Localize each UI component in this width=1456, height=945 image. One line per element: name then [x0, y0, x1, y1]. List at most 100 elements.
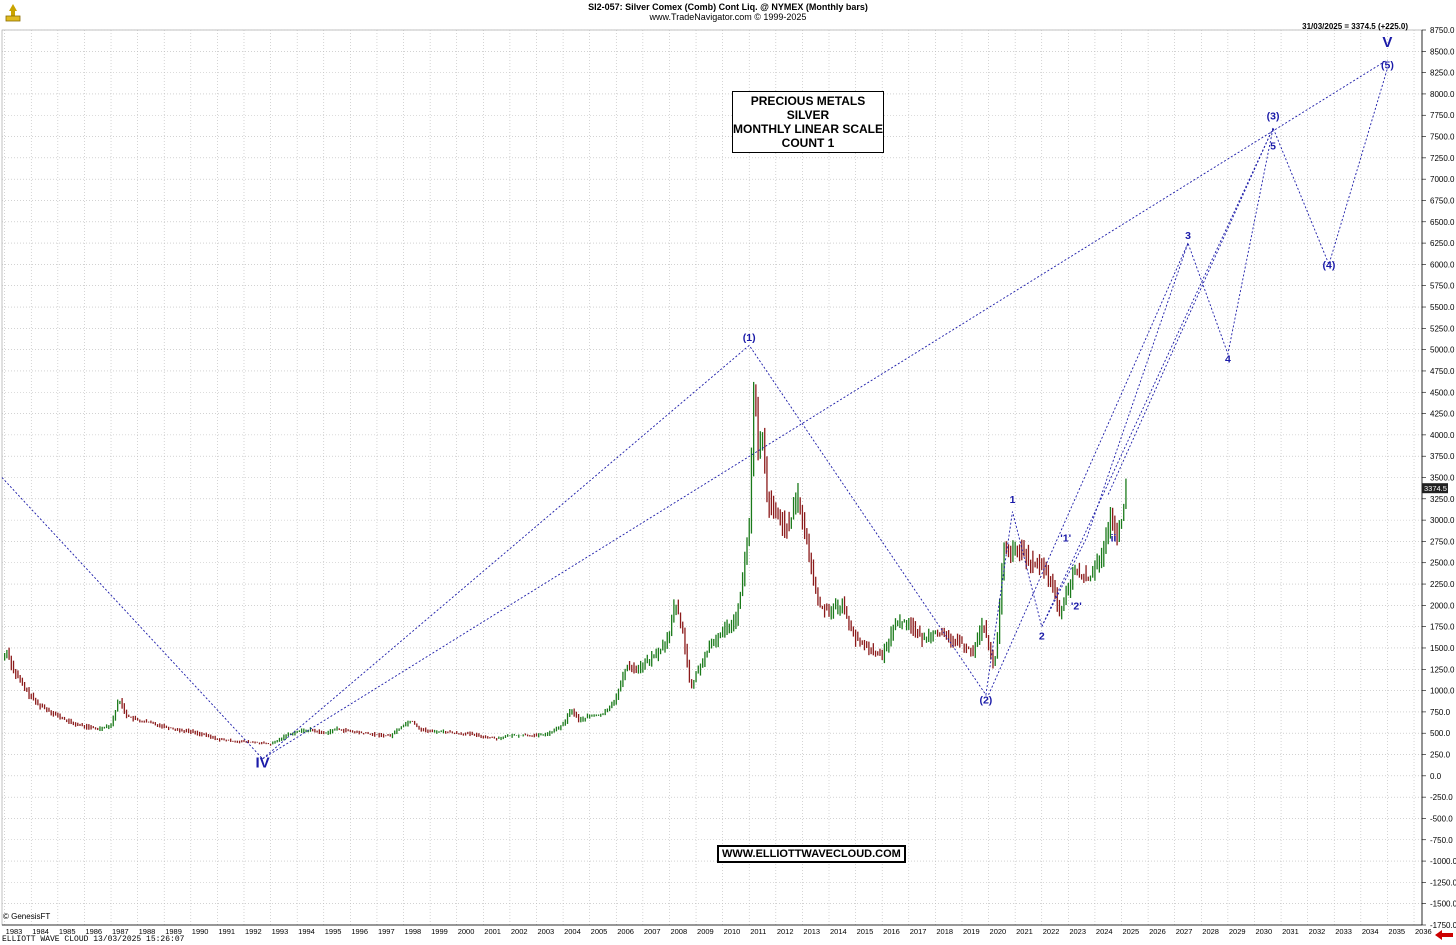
wave-label: (1)	[743, 332, 756, 344]
y-tick-label: 3500.0	[1430, 474, 1455, 483]
y-tick-label: 7750.0	[1430, 111, 1455, 120]
channel-line	[988, 242, 1189, 696]
x-tick-label: 2004	[564, 927, 581, 936]
y-tick-label: 2750.0	[1430, 537, 1455, 546]
chart-title: SI2-057: Silver Comex (Comb) Cont Liq. @…	[588, 2, 868, 12]
y-tick-label: 3250.0	[1430, 495, 1455, 504]
info-line-2: SILVER	[786, 108, 830, 122]
y-axis: -1750.0 -1500.0 -1250.0 -1000.0 -750.0 -500.0…	[1421, 26, 1456, 930]
y-tick-label: 4500.0	[1430, 388, 1455, 397]
wave-label: V	[1382, 34, 1392, 51]
x-tick-label: 2009	[697, 927, 714, 936]
x-tick-label: 2007	[644, 927, 661, 936]
y-tick-label: 4250.0	[1430, 410, 1455, 419]
y-tick-label: 1750.0	[1430, 623, 1455, 632]
x-tick-label: 1983	[6, 927, 23, 936]
x-tick-label: 2001	[484, 927, 501, 936]
y-tick-label: 7000.0	[1430, 175, 1455, 184]
x-tick-label: 1987	[112, 927, 129, 936]
y-tick-label: 8500.0	[1430, 47, 1455, 56]
last-price-label: 3374.5	[1424, 484, 1447, 493]
x-tick-label: 2026	[1149, 927, 1166, 936]
x-tick-label: 2022	[1043, 927, 1060, 936]
x-tick-label: 2030	[1255, 927, 1272, 936]
last-quote: 31/03/2025 = 3374.5 (+225.0)	[1302, 22, 1408, 31]
x-tick-label: 2034	[1362, 927, 1379, 936]
y-tick-label: 500.0	[1430, 729, 1451, 738]
y-tick-label: 1250.0	[1430, 665, 1455, 674]
x-tick-label: 1996	[351, 927, 368, 936]
chart-info-box: PRECIOUS METALS SILVER MONTHLY LINEAR SC…	[732, 91, 884, 153]
wave-label: ii	[1111, 532, 1117, 544]
y-tick-label: 1500.0	[1430, 644, 1455, 653]
y-tick-label: 3750.0	[1430, 452, 1455, 461]
y-tick-label: 7500.0	[1430, 133, 1455, 142]
y-tick-label: 6750.0	[1430, 196, 1455, 205]
y-tick-label: -1000.0	[1430, 857, 1456, 866]
x-tick-label: 2010	[724, 927, 741, 936]
x-tick-label: 2018	[936, 927, 953, 936]
website-label: WWW.ELLIOTTWAVECLOUD.COM	[717, 845, 906, 863]
y-tick-label: 8000.0	[1430, 90, 1455, 99]
x-tick-label: 1985	[59, 927, 76, 936]
x-tick-label: 2003	[537, 927, 554, 936]
wave-label: (4)	[1323, 260, 1336, 272]
x-tick-label: 2006	[617, 927, 634, 936]
x-tick-label: 2015	[857, 927, 874, 936]
x-tick-label: 1992	[245, 927, 262, 936]
x-tick-label: 1995	[325, 927, 342, 936]
y-tick-label: 0.0	[1430, 772, 1442, 781]
wave-label: (5)	[1381, 59, 1394, 71]
wave-label: 3	[1185, 230, 1191, 242]
y-tick-label: 7250.0	[1430, 154, 1455, 163]
x-tick-label: 1998	[405, 927, 422, 936]
y-tick-label: 3000.0	[1430, 516, 1455, 525]
y-tick-label: 4750.0	[1430, 367, 1455, 376]
chart-grid	[1, 29, 1423, 926]
y-tick-label: 8250.0	[1430, 69, 1455, 78]
channel-line	[1107, 127, 1274, 495]
last-price-marker	[1422, 483, 1448, 494]
y-tick-label: -1750.0	[1430, 921, 1456, 930]
x-tick-label: 2002	[511, 927, 528, 936]
x-tick-label: 1997	[378, 927, 395, 936]
y-tick-label: 2500.0	[1430, 559, 1455, 568]
x-tick-label: 1989	[165, 927, 182, 936]
y-tick-label: -750.0	[1430, 836, 1453, 845]
y-tick-label: 5500.0	[1430, 303, 1455, 312]
watermark: © GenesisFT	[3, 912, 51, 921]
x-axis: 1983 1984 1985 1986 1987 1988 1989 1990 1991 1992…	[2, 924, 1432, 936]
x-tick-label: 1986	[85, 927, 102, 936]
trade-navigator-logo	[5, 4, 21, 22]
scroll-left-arrow-icon[interactable]	[1435, 930, 1453, 940]
x-tick-label: 1994	[298, 927, 315, 936]
x-tick-label: 2008	[670, 927, 687, 936]
chart-source: www.TradeNavigator.com © 1999-2025	[649, 12, 807, 22]
wave-label: (3)	[1267, 111, 1280, 123]
wave-label: 5	[1270, 140, 1276, 152]
info-line-4: COUNT 1	[781, 136, 835, 150]
x-tick-label: 2014	[830, 927, 847, 936]
y-tick-label: 5000.0	[1430, 346, 1455, 355]
x-tick-label: 2021	[1016, 927, 1033, 936]
wave-label: '2'	[1071, 601, 1082, 613]
x-tick-label: 2029	[1229, 927, 1246, 936]
x-tick-label: 2016	[883, 927, 900, 936]
wave-label: IV	[256, 754, 270, 771]
y-tick-label: 4000.0	[1430, 431, 1455, 440]
x-tick-label: 1984	[32, 927, 49, 936]
x-tick-label: 2011	[750, 927, 766, 936]
wave-label: 2	[1039, 630, 1045, 642]
x-tick-label: 1990	[192, 927, 209, 936]
y-tick-label: 6000.0	[1430, 260, 1455, 269]
x-tick-label: 2028	[1202, 927, 1219, 936]
y-tick-label: 5250.0	[1430, 324, 1455, 333]
y-tick-label: -1250.0	[1430, 878, 1456, 887]
wave-label: '1'	[1060, 532, 1071, 544]
wave-projection	[1, 59, 1388, 760]
x-tick-label: 2023	[1069, 927, 1086, 936]
y-tick-label: -1500.0	[1430, 900, 1456, 909]
price-bars: 3374.5	[4, 381, 1448, 746]
y-tick-label: -250.0	[1430, 793, 1453, 802]
